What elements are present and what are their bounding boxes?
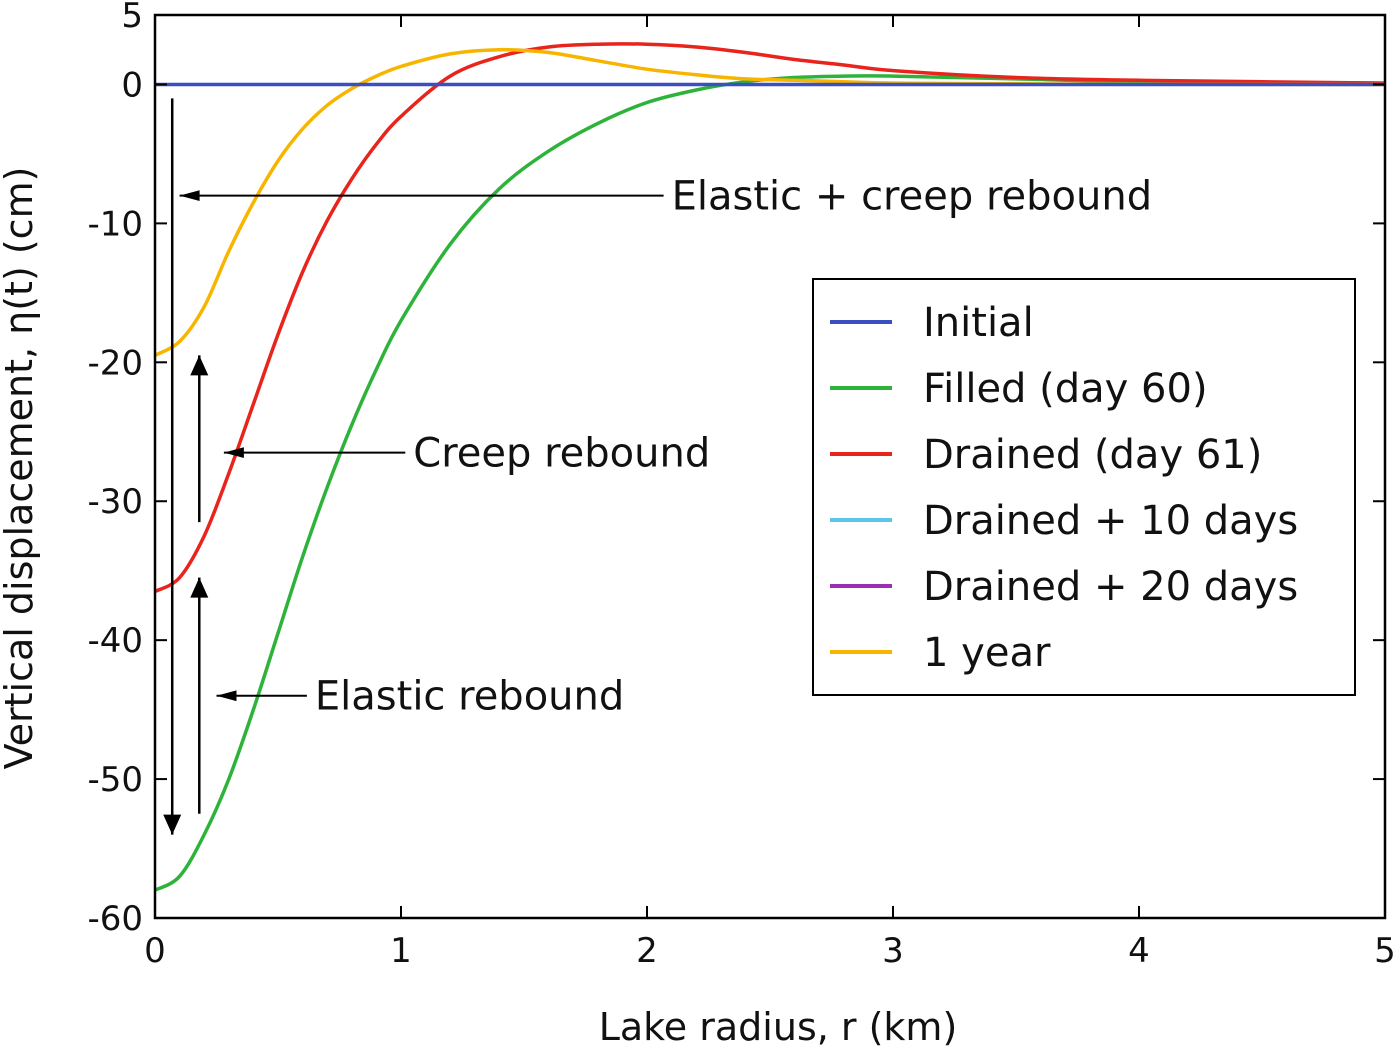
x-tick-label: 1 [390, 931, 412, 971]
annotation-label: Elastic rebound [315, 674, 624, 720]
x-tick-label: 0 [144, 931, 166, 971]
arrow-head [163, 814, 182, 835]
arrow-head [190, 577, 209, 598]
x-tick-label: 5 [1374, 931, 1396, 971]
y-axis-title: Vertical displacement, η(t) (cm) [0, 167, 41, 770]
annotation-label: Elastic + creep rebound [672, 174, 1153, 220]
arrow-head [223, 447, 244, 459]
series-layer [154, 42, 1386, 892]
legend-label: Drained + 20 days [923, 564, 1298, 610]
series-line-2 [154, 42, 1386, 594]
y-tick-label: -40 [87, 621, 143, 661]
legend-label: Drained + 10 days [923, 498, 1298, 544]
plot-frame [153, 13, 1387, 920]
legend-label: Initial [923, 300, 1034, 346]
arrow-head [216, 690, 237, 702]
legend-label: Drained (day 61) [923, 432, 1262, 478]
legend: Initial Filled (day 60) Drained (day 61) Dr… [812, 278, 1356, 696]
y-tick-label: 5 [121, 0, 143, 36]
y-tick-label: -60 [87, 899, 143, 939]
tick-layer: 0 1 2 3 4 5 5 0 -10 -20 -30 -40 -50 -60 [87, 0, 1395, 971]
y-tick-label: -50 [87, 760, 143, 800]
annotation-layer: Elastic + creep rebound Creep rebound Elas… [179, 174, 1153, 720]
y-tick-label: 0 [121, 65, 143, 105]
arrow-head [179, 190, 200, 201]
legend-box [812, 278, 1356, 696]
arrow-head [190, 355, 209, 376]
y-tick-label: -20 [87, 343, 143, 383]
legend-label: 1 year [923, 630, 1051, 676]
y-tick-label: -30 [87, 482, 143, 522]
arrow-layer [163, 98, 209, 835]
legend-label: Filled (day 60) [923, 366, 1208, 412]
x-axis-title: Lake radius, r (km) [599, 1005, 958, 1049]
y-tick-label: -10 [87, 204, 143, 244]
x-tick-label: 2 [636, 931, 658, 971]
x-tick-label: 4 [1128, 931, 1150, 971]
annotation-label: Creep rebound [413, 431, 710, 477]
series-line-1 [154, 74, 1386, 892]
x-tick-label: 3 [882, 931, 904, 971]
